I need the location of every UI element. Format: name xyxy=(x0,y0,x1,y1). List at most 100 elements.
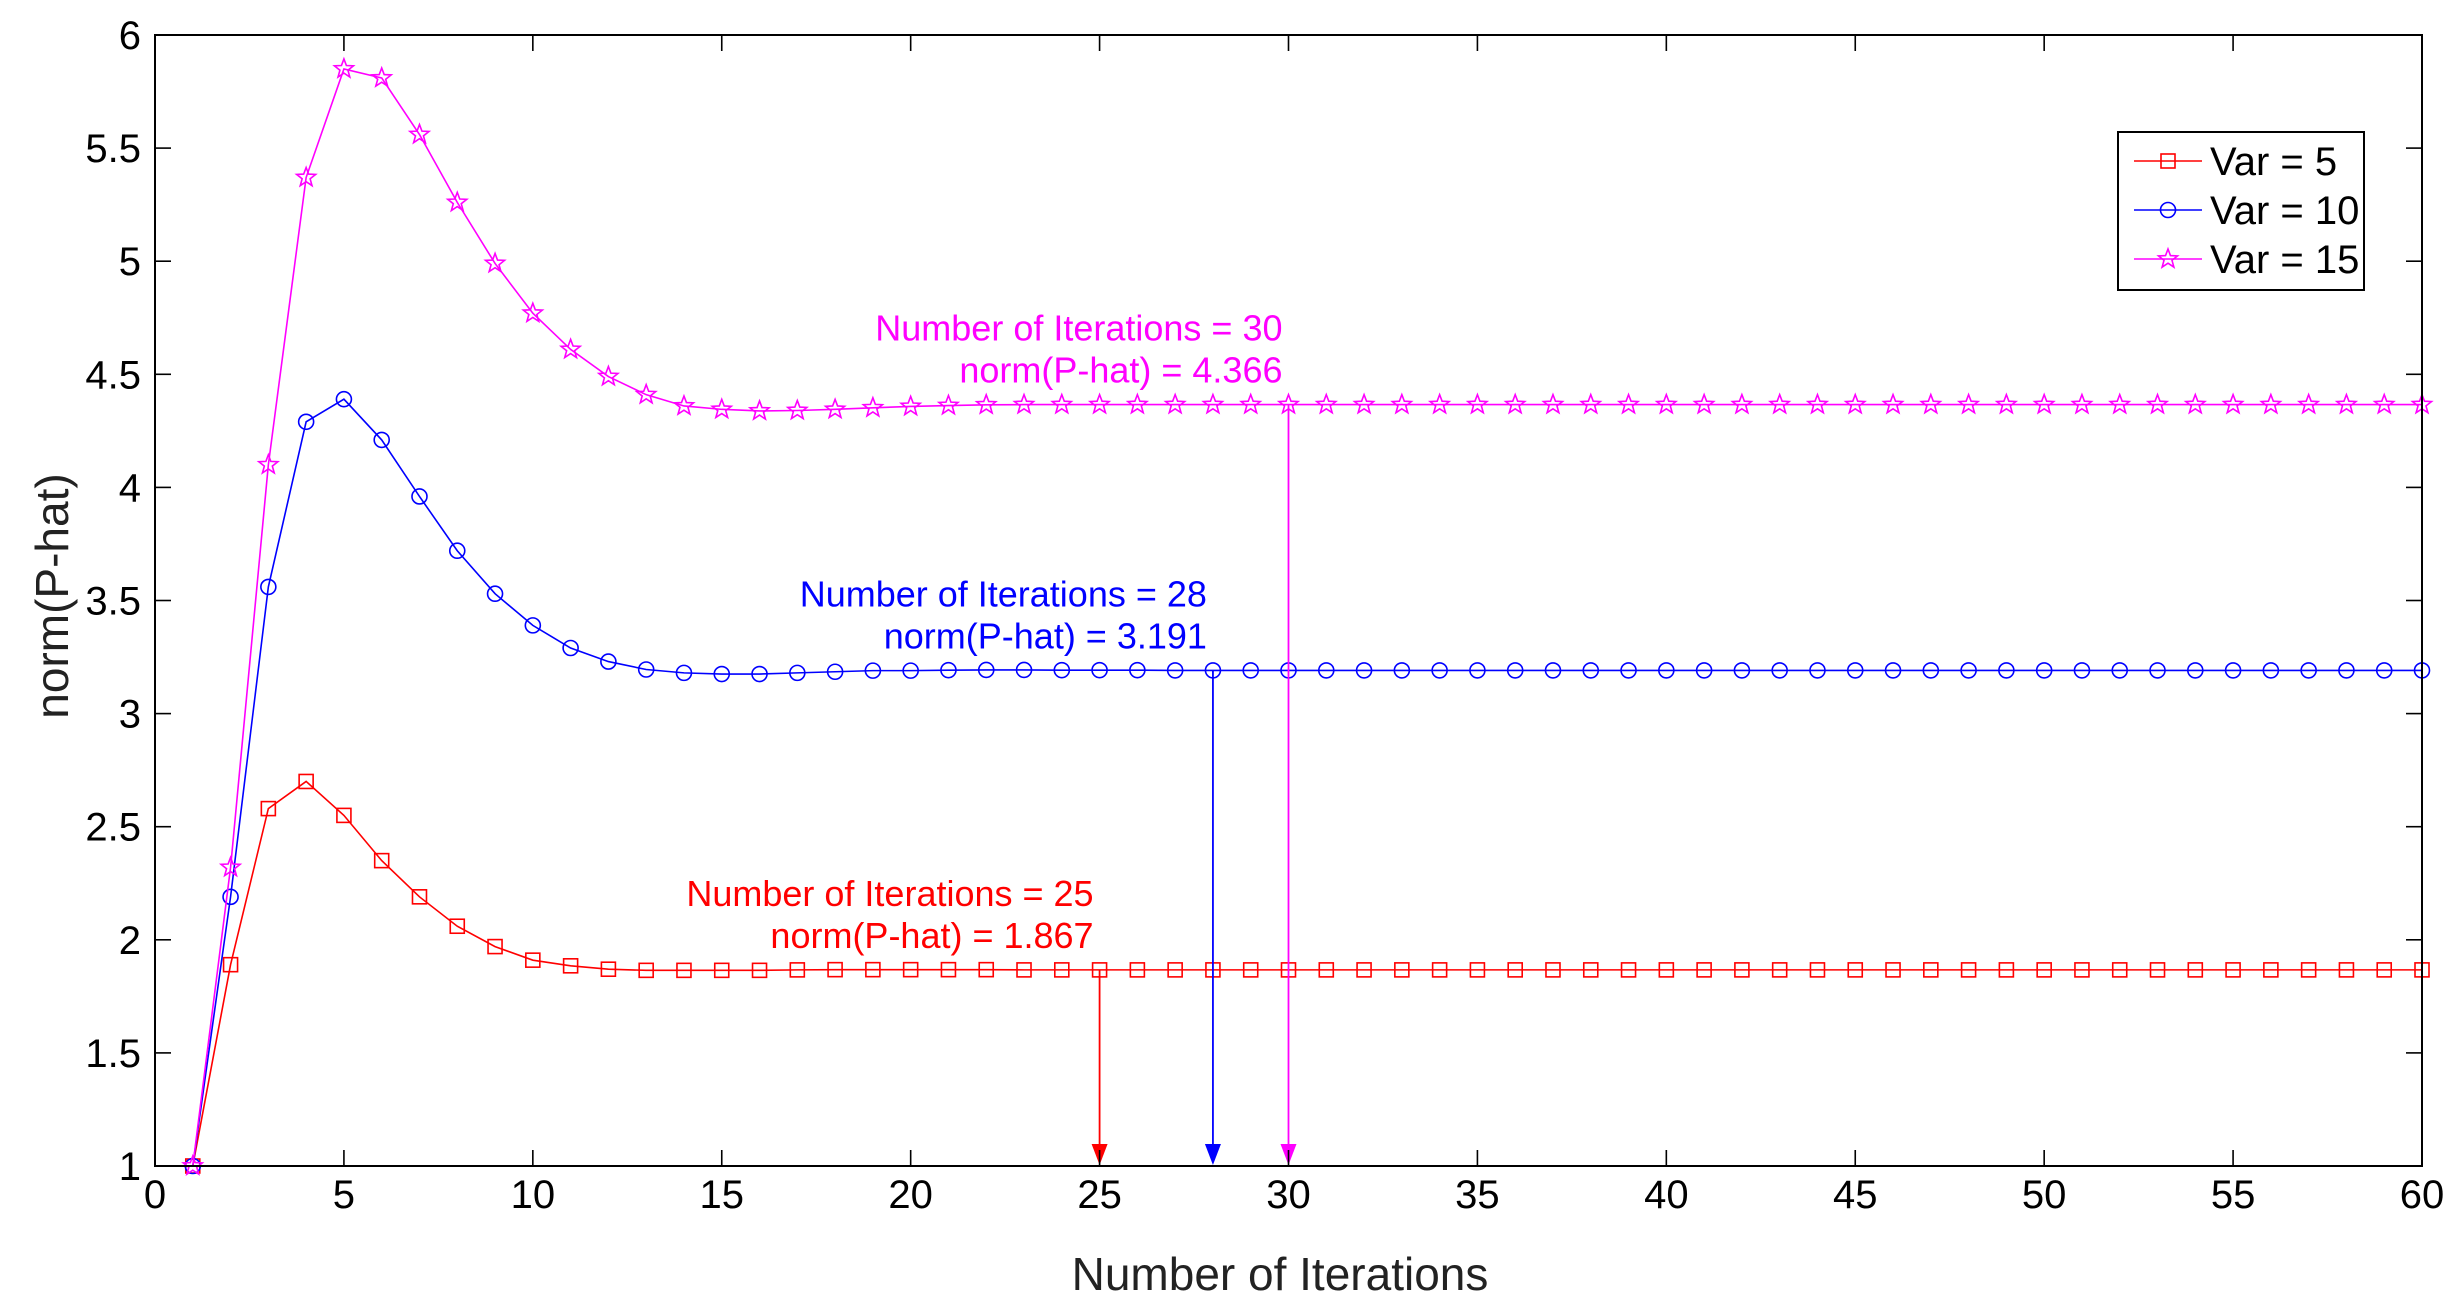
data-point-circle xyxy=(1846,662,1864,679)
data-point-star xyxy=(445,190,469,213)
data-point-circle xyxy=(448,542,466,560)
x-tick-label: 45 xyxy=(1833,1173,1878,1217)
data-point-square xyxy=(1242,962,1259,978)
annotation-line2: norm(P-hat) = 4.366 xyxy=(959,350,1282,391)
data-point-square xyxy=(2376,962,2393,978)
data-point-circle xyxy=(1620,662,1637,679)
x-tick-label: 25 xyxy=(1077,1173,1122,1217)
data-point-star xyxy=(1503,392,1527,415)
data-point-star xyxy=(1465,392,1490,415)
data-point-circle xyxy=(1317,662,1335,679)
data-point-star xyxy=(370,65,394,88)
data-point-star xyxy=(1390,392,1414,415)
annotation-arrow-head xyxy=(1204,1144,1221,1165)
data-point-star xyxy=(1805,392,1830,415)
data-point-square xyxy=(1545,962,1561,978)
data-point-star xyxy=(483,251,507,274)
data-point-circle xyxy=(675,664,693,682)
data-point-square xyxy=(260,800,277,817)
data-point-square xyxy=(2149,962,2166,978)
data-point-square xyxy=(487,938,503,955)
y-tick-label: 6 xyxy=(119,14,141,58)
data-point-square xyxy=(1809,962,1826,978)
data-point-circle xyxy=(1431,662,1448,679)
series-3 xyxy=(181,56,2434,1176)
legend-label: Var = 15 xyxy=(2210,238,2359,282)
data-point-square xyxy=(1734,962,1750,978)
data-point-star xyxy=(1427,392,1452,415)
data-point-star xyxy=(1087,392,1112,415)
x-tick-label: 50 xyxy=(2022,1173,2067,1217)
data-point-square xyxy=(525,952,541,968)
data-point-square xyxy=(676,962,692,979)
data-point-star xyxy=(2070,392,2094,415)
legend-label: Var = 5 xyxy=(2210,140,2337,184)
x-tick-label: 20 xyxy=(888,1173,933,1217)
data-point-square xyxy=(1582,962,1599,978)
data-point-square xyxy=(1696,962,1712,978)
data-point-square xyxy=(789,962,806,978)
y-tick-label: 5.5 xyxy=(85,127,141,171)
data-point-circle xyxy=(486,585,504,603)
data-point-circle xyxy=(713,665,731,683)
data-point-circle xyxy=(600,653,617,670)
annotation-line2: norm(P-hat) = 3.191 xyxy=(884,615,1207,656)
data-point-star xyxy=(558,337,583,360)
data-point-star xyxy=(2145,392,2170,415)
data-point-circle xyxy=(2035,662,2053,679)
data-point-star xyxy=(2183,392,2207,415)
data-point-circle xyxy=(2300,662,2317,679)
data-point-circle xyxy=(2224,662,2242,679)
data-point-star xyxy=(747,398,772,421)
data-point-star xyxy=(634,382,658,405)
x-tick-label: 60 xyxy=(2400,1173,2445,1217)
data-point-star xyxy=(1767,392,1792,415)
data-point-square xyxy=(638,962,654,979)
data-point-star xyxy=(1881,392,1905,415)
data-point-circle xyxy=(826,663,844,681)
y-axis-title: norm(P-hat) xyxy=(26,473,78,718)
data-point-star xyxy=(521,300,545,324)
data-point-circle xyxy=(1242,662,1260,679)
data-point-square xyxy=(336,807,352,824)
data-point-square xyxy=(2036,962,2052,978)
data-point-star xyxy=(1239,392,1263,415)
data-point-star xyxy=(1579,392,1603,415)
data-point-star xyxy=(1352,392,1376,415)
data-point-square xyxy=(978,961,995,978)
data-point-square xyxy=(2187,962,2204,978)
data-point-circle xyxy=(1355,662,1373,679)
data-point-star xyxy=(1692,392,1716,415)
y-tick-label: 1 xyxy=(119,1145,141,1189)
y-tick-label: 2.5 xyxy=(85,806,141,850)
data-point-circle xyxy=(1998,662,2015,679)
legend: Var = 5 Var = 10 Var = 15 xyxy=(2117,131,2365,291)
data-point-circle xyxy=(2111,662,2129,679)
data-point-star xyxy=(1730,392,1754,415)
data-point-circle xyxy=(751,665,768,683)
data-point-square xyxy=(2263,962,2279,978)
data-point-star xyxy=(294,165,318,188)
data-point-star xyxy=(332,56,356,79)
data-point-circle xyxy=(864,662,882,679)
x-tick-label: 35 xyxy=(1455,1173,1500,1217)
data-point-square xyxy=(1771,962,1788,978)
data-point-circle xyxy=(1733,662,1751,679)
data-point-circle xyxy=(1129,661,1146,679)
data-point-square xyxy=(1960,962,1977,978)
data-point-star xyxy=(1050,392,1074,415)
data-point-square xyxy=(1998,962,2015,978)
data-point-square xyxy=(600,961,617,978)
data-point-star xyxy=(1541,392,1565,415)
axes: 0 5 10 15 20 25 30 35 40 45 50 55 60 1 1.5 2 2.5 3 3.5 4 4.5… xyxy=(85,14,2444,1217)
data-point-circle xyxy=(1809,662,1826,679)
data-point-square xyxy=(1923,962,1939,978)
y-tick-label: 4.5 xyxy=(85,353,141,397)
data-point-star xyxy=(898,394,923,417)
data-point-star xyxy=(974,392,998,415)
data-point-star xyxy=(1994,392,2019,415)
legend-marker xyxy=(2160,153,2176,169)
annotation-line1: Number of Iterations = 30 xyxy=(875,308,1282,349)
